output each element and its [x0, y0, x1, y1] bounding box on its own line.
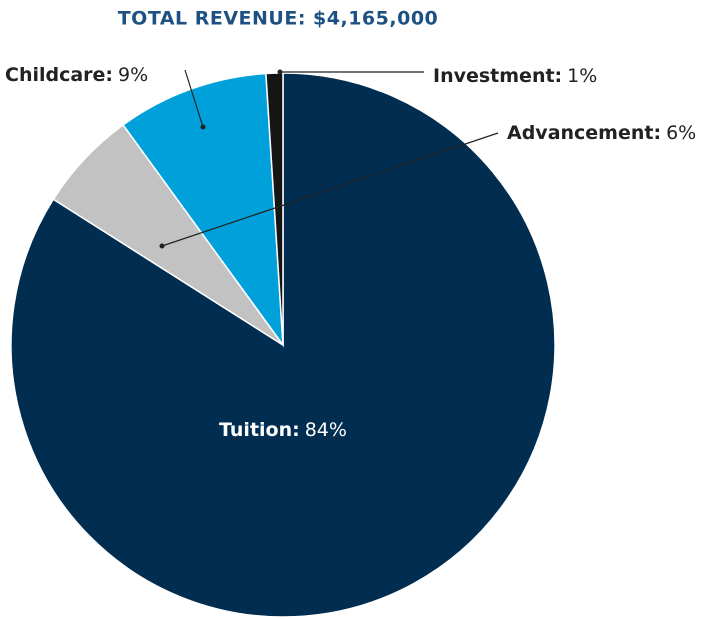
slice-value: 6% — [666, 122, 696, 144]
slice-name: Advancement: — [507, 122, 661, 144]
pie-slice — [10, 72, 556, 618]
slice-label: Childcare: 9% — [5, 64, 148, 86]
slice-value: 1% — [567, 65, 597, 87]
leader-dot — [159, 243, 165, 249]
slice-label: Investment: 1% — [433, 65, 597, 87]
pie-slice — [265, 72, 284, 346]
slice-value: 9% — [118, 64, 148, 86]
slice-value: 84% — [305, 419, 347, 441]
slice-name: Childcare: — [5, 64, 113, 86]
leader-line — [161, 132, 499, 247]
slice-label: Tuition: 84% — [219, 419, 347, 441]
leader-dot — [277, 69, 283, 75]
chart-title: TOTAL REVENUE: $4,165,000 — [118, 8, 439, 30]
slice-name: Investment: — [433, 65, 562, 87]
leader-dot — [200, 124, 206, 130]
slice-name: Tuition: — [219, 419, 300, 441]
slice-label: Advancement: 6% — [507, 122, 696, 144]
leader-line — [184, 69, 204, 128]
